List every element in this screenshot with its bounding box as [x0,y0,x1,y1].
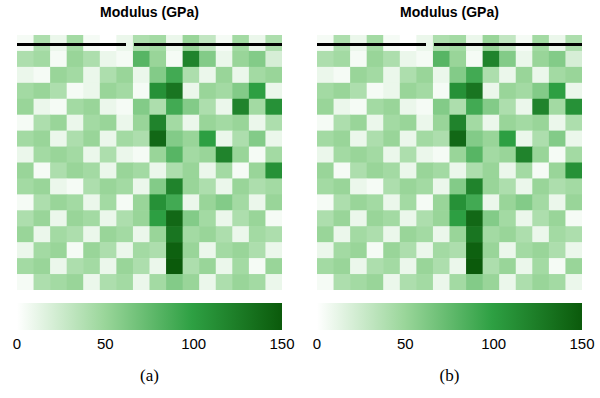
svg-text:50: 50 [397,335,414,352]
svg-text:0: 0 [13,335,21,352]
html-text:(a): (a) [140,366,159,385]
svg-text:100: 100 [481,335,506,352]
svg-text:150: 150 [569,335,594,352]
html-text:(b): (b) [439,366,460,385]
html-text:Modulus (GPa): Modulus (GPa) [100,4,199,20]
svg-text:50: 50 [97,335,114,352]
svg-text:150: 150 [269,335,294,352]
svg-text:100: 100 [181,335,206,352]
svg-text:0: 0 [313,335,321,352]
html-text:Modulus (GPa): Modulus (GPa) [400,4,499,20]
